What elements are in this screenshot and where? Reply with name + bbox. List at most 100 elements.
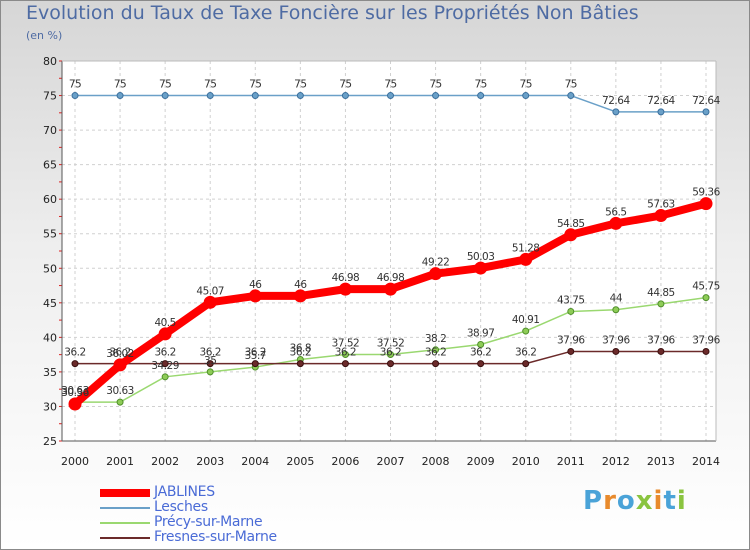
data-point-precy-2003	[206, 368, 214, 376]
data-point-jablines-2005	[293, 289, 307, 303]
data-point-precy-2013	[657, 300, 665, 308]
data-label-fresnes-2005: 36.2	[290, 347, 311, 359]
legend-swatch-fresnes	[100, 537, 150, 539]
y-tick-label-25: 25	[43, 435, 57, 448]
grid-lines	[62, 60, 716, 442]
x-tick-label-2014: 2014	[692, 455, 720, 468]
data-point-precy-2008	[432, 346, 440, 354]
data-point-fresnes-2003	[206, 360, 214, 368]
data-point-lesches-2011	[567, 92, 575, 100]
data-label-precy-2011: 43.75	[557, 294, 585, 306]
x-tick-label-2008: 2008	[422, 455, 450, 468]
proxiti-logo: Proxiti	[583, 486, 687, 516]
data-point-precy-2012	[612, 306, 620, 314]
series-lesches	[71, 92, 710, 116]
x-tick-label-2011: 2011	[557, 455, 585, 468]
data-label-precy-2014: 45.75	[692, 281, 720, 293]
chart-subtitle: (en %)	[26, 29, 63, 42]
data-label-precy-2013: 44.85	[647, 287, 675, 299]
y-tick-label-45: 45	[43, 297, 57, 310]
data-point-lesches-2012	[612, 108, 620, 116]
data-label-fresnes-2014: 37.96	[692, 334, 720, 346]
data-label-jablines-2004: 46	[249, 279, 262, 291]
y-tick-label-40: 40	[43, 331, 57, 344]
data-label-lesches-2011: 75	[565, 79, 577, 91]
x-tick-label-2009: 2009	[467, 455, 495, 468]
data-label-jablines-2000: 30.36	[61, 387, 89, 399]
data-label-lesches-2014: 72.64	[692, 95, 720, 107]
data-label-lesches-2003: 75	[204, 79, 216, 91]
data-point-precy-2011	[567, 307, 575, 315]
y-tick-label-35: 35	[43, 366, 57, 379]
data-label-fresnes-2003: 36.2	[200, 347, 221, 359]
data-label-precy-2003: 35	[204, 355, 216, 367]
plot-area	[62, 61, 716, 441]
legend-label-lesches: Lesches	[154, 499, 208, 515]
data-point-lesches-2003	[206, 92, 214, 100]
chart-title: Evolution du Taux de Taxe Foncière sur l…	[26, 2, 639, 24]
data-label-lesches-2005: 75	[294, 79, 306, 91]
data-label-fresnes-2000: 36.2	[64, 347, 85, 359]
legend-swatch-lesches	[100, 507, 150, 509]
data-label-lesches-2001: 75	[114, 79, 126, 91]
data-label-fresnes-2006: 36.2	[335, 347, 356, 359]
data-point-fresnes-2006	[341, 360, 349, 368]
legend-swatch-precy	[100, 522, 150, 524]
data-labels-jablines: 30.36 36.02 40.5 45.07 46 46 46.98 46.98 49.22 50…	[61, 187, 721, 399]
data-point-lesches-2008	[432, 92, 440, 100]
series-layer	[68, 92, 713, 411]
data-point-lesches-2004	[251, 92, 259, 100]
x-tick-label-2004: 2004	[241, 455, 269, 468]
data-label-fresnes-2012: 37.96	[602, 334, 630, 346]
data-point-precy-2010	[522, 327, 530, 335]
data-label-lesches-2007: 75	[384, 79, 396, 91]
data-point-precy-2007	[387, 350, 394, 358]
data-label-jablines-2006: 46.98	[332, 272, 360, 284]
y-tick-label-30: 30	[43, 400, 57, 413]
data-point-jablines-2009	[474, 261, 488, 275]
data-point-jablines-2011	[564, 228, 578, 242]
data-label-lesches-2010: 75	[520, 79, 532, 91]
data-point-jablines-2012	[609, 216, 623, 230]
data-label-lesches-2008: 75	[429, 79, 441, 91]
data-label-jablines-2005: 46	[294, 279, 307, 291]
data-point-jablines-2014	[699, 197, 713, 211]
x-tick-label-2002: 2002	[151, 455, 179, 468]
data-label-jablines-2009: 50.03	[467, 251, 495, 263]
data-label-fresnes-2009: 36.2	[470, 347, 491, 359]
y-tick-label-55: 55	[43, 228, 57, 241]
data-label-fresnes-2008: 36.2	[425, 347, 446, 359]
data-point-precy-2006	[341, 350, 349, 358]
x-tick-label-2013: 2013	[647, 455, 675, 468]
series-precy	[71, 294, 710, 406]
data-point-jablines-2006	[338, 282, 352, 296]
data-point-fresnes-2000	[71, 360, 79, 368]
data-label-lesches-2012: 72.64	[602, 95, 630, 107]
data-point-fresnes-2004	[251, 360, 259, 368]
data-label-precy-2000: 30.63	[61, 385, 89, 397]
data-point-lesches-2013	[657, 108, 665, 116]
data-point-fresnes-2008	[432, 360, 440, 368]
data-point-precy-2014	[702, 294, 710, 302]
data-point-lesches-2005	[296, 92, 304, 100]
legend-label-precy: Précy-sur-Marne	[154, 514, 263, 530]
data-point-jablines-2001	[113, 358, 127, 372]
data-label-fresnes-2007: 36.2	[380, 347, 401, 359]
data-point-jablines-2008	[429, 267, 443, 281]
data-point-lesches-2010	[522, 92, 530, 100]
data-point-fresnes-2012	[612, 347, 620, 355]
data-point-jablines-2003	[203, 295, 217, 309]
data-point-fresnes-2010	[522, 360, 530, 368]
y-tick-label-60: 60	[43, 193, 57, 206]
data-label-precy-2005: 36.8	[290, 342, 311, 354]
data-label-jablines-2002: 40.5	[154, 317, 175, 329]
data-point-lesches-2000	[71, 92, 79, 100]
data-point-fresnes-2013	[657, 347, 665, 355]
data-label-jablines-2012: 56.5	[605, 206, 626, 218]
y-tick-labels: 25 30 35 40 45 50 55 60 65 70 75 80	[43, 55, 57, 448]
data-label-precy-2004: 35.7	[245, 350, 266, 362]
x-tick-label-2006: 2006	[331, 455, 359, 468]
legend-swatch-jablines	[100, 489, 150, 497]
data-label-fresnes-2010: 36.2	[515, 347, 536, 359]
